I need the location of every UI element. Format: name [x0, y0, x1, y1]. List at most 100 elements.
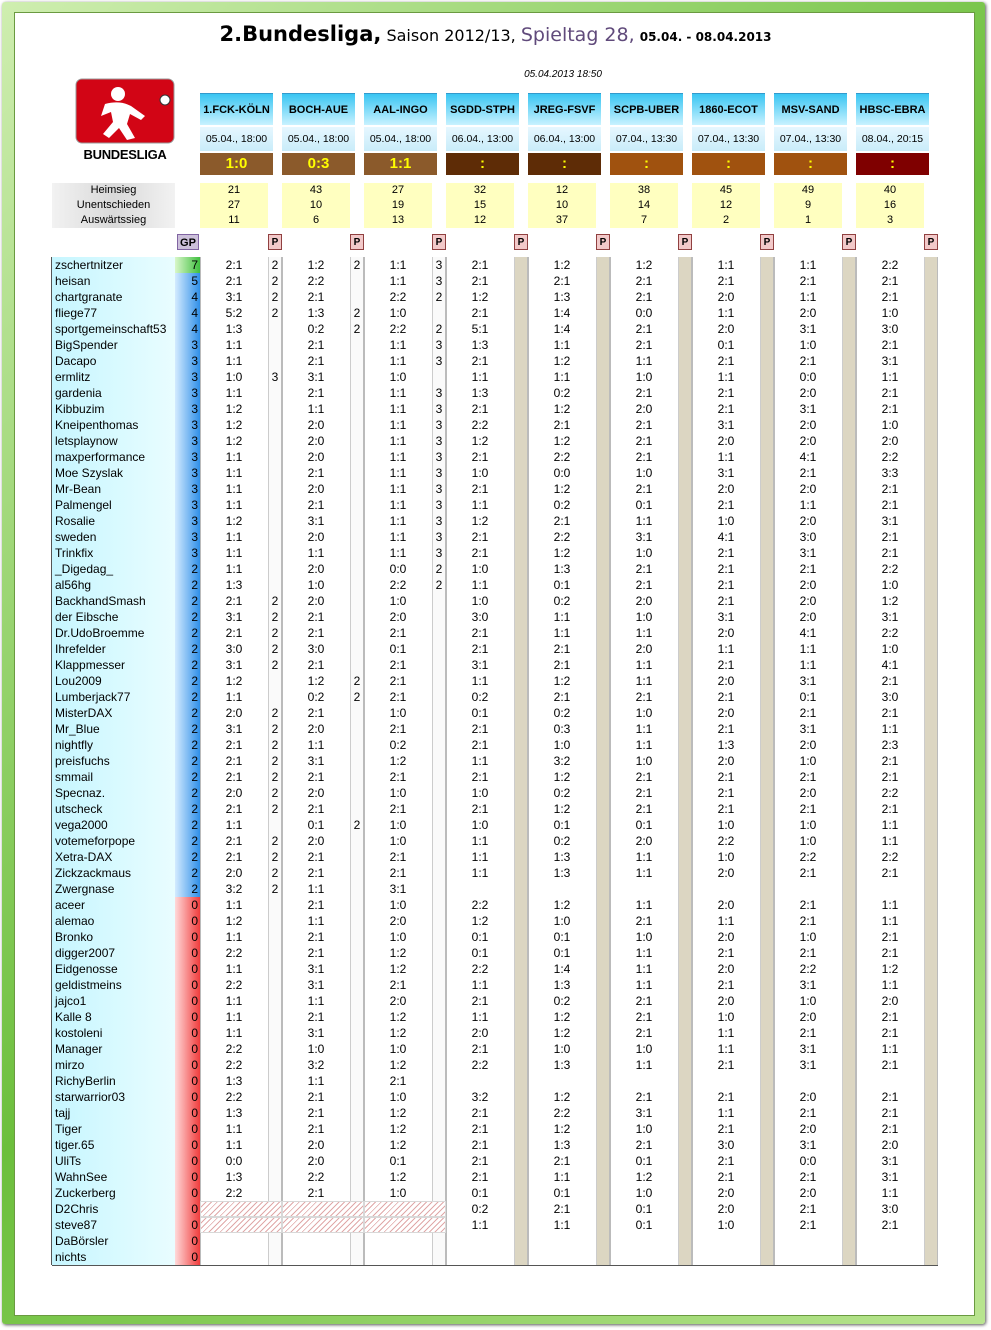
tip: 1:0	[389, 834, 407, 848]
tip: 3:0	[881, 322, 899, 336]
tip: 2:1	[225, 626, 243, 640]
stats-value: 10	[282, 198, 350, 213]
tip: 1:1	[471, 978, 489, 992]
tip: 1:1	[553, 610, 571, 624]
tip: 2:1	[307, 338, 325, 352]
tip: 1:0	[225, 370, 243, 384]
game-points: 0	[175, 1217, 200, 1233]
stats-value: 21	[200, 183, 268, 198]
tip: 2:1	[225, 770, 243, 784]
tip: 2:0	[307, 482, 325, 496]
tip: 1:2	[225, 514, 243, 528]
tip: 2:1	[717, 1122, 735, 1136]
tip: 2:1	[553, 1202, 571, 1216]
title: 2.Bundesliga,	[219, 22, 382, 46]
tip: 1:3	[717, 738, 735, 752]
tip: 2:1	[799, 1026, 817, 1040]
tip: 2:0	[307, 418, 325, 432]
tip: 1:0	[389, 898, 407, 912]
tip: 2:2	[225, 978, 243, 992]
tip: 1:1	[799, 498, 817, 512]
tip-points: 2	[435, 290, 443, 304]
tip: 1:2	[389, 1122, 407, 1136]
timestamp: 05.04.2013 18:50	[524, 69, 602, 80]
tip: 2:2	[881, 850, 899, 864]
tip-points: 2	[271, 658, 279, 672]
game-points: 0	[175, 1201, 200, 1217]
game-points: 0	[175, 1121, 200, 1137]
match-name: 1.FCK-KÖLN	[200, 93, 273, 125]
tip: 1:1	[881, 1186, 899, 1200]
game-points: 3	[175, 529, 200, 545]
tip: 2:1	[389, 866, 407, 880]
game-points: 2	[175, 705, 200, 721]
tip: 2:3	[881, 738, 899, 752]
tip: 2:0	[225, 706, 243, 720]
tip: 2:2	[471, 1058, 489, 1072]
tip: 1:1	[881, 914, 899, 928]
hatched-cell	[364, 1201, 446, 1217]
tip: 2:0	[307, 530, 325, 544]
tip: 1:1	[389, 386, 407, 400]
stats-value: 1	[774, 213, 842, 228]
tip: 1:2	[225, 914, 243, 928]
tip: 1:1	[307, 738, 325, 752]
tip-points: 3	[435, 498, 443, 512]
tip: 2:0	[799, 738, 817, 752]
tip: 2:1	[307, 1106, 325, 1120]
game-points: 0	[175, 929, 200, 945]
points-column	[760, 257, 774, 1265]
tip: 3:1	[799, 1058, 817, 1072]
game-points: 3	[175, 433, 200, 449]
tip: 0:1	[553, 818, 571, 832]
tip: 2:1	[881, 1026, 899, 1040]
tip: 2:2	[717, 834, 735, 848]
tip: 2:0	[799, 386, 817, 400]
tip: 1:0	[635, 1122, 653, 1136]
points-column	[514, 257, 528, 1265]
tip: 1:1	[799, 642, 817, 656]
tip: 2:1	[471, 994, 489, 1008]
tip: 2:0	[717, 290, 735, 304]
tip: 1:1	[389, 450, 407, 464]
tip: 1:2	[471, 914, 489, 928]
player-name: sweden	[52, 529, 175, 545]
tip: 1:3	[553, 290, 571, 304]
tip-points: 2	[271, 274, 279, 288]
tip: 2:1	[881, 802, 899, 816]
tip-points: 2	[353, 258, 361, 272]
tip: 1:1	[471, 370, 489, 384]
player-name: digger2007	[52, 945, 175, 961]
tip: 1:2	[225, 674, 243, 688]
tip: 1:2	[389, 1010, 407, 1024]
player-name: letsplaynow	[52, 433, 175, 449]
season: Saison 2012/13,	[386, 26, 516, 45]
tip: 2:1	[225, 274, 243, 288]
tip: 1:1	[881, 898, 899, 912]
stats-value: 19	[364, 198, 432, 213]
tip: 1:2	[635, 1170, 653, 1184]
tip: 2:1	[307, 1122, 325, 1136]
game-points: 0	[175, 1057, 200, 1073]
player-name: Eidgenosse	[52, 961, 175, 977]
player-name: Dr.UdoBroemme	[52, 625, 175, 641]
tip: 2:0	[799, 418, 817, 432]
tip: 3:1	[881, 610, 899, 624]
tip: 2:1	[471, 354, 489, 368]
tip: 1:1	[307, 914, 325, 928]
tip: 3:1	[307, 978, 325, 992]
tip: 3:1	[799, 546, 817, 560]
tip: 1:1	[225, 450, 243, 464]
tip: 1:0	[471, 594, 489, 608]
tip: 2:1	[635, 450, 653, 464]
game-points: 7	[175, 257, 200, 273]
tip: 1:1	[471, 850, 489, 864]
tip: 1:0	[799, 930, 817, 944]
tip: 2:1	[799, 274, 817, 288]
p-label: P	[268, 234, 282, 250]
tip: 1:1	[225, 962, 243, 976]
tip: 2:1	[307, 466, 325, 480]
tip: 2:0	[307, 434, 325, 448]
tip: 1:2	[389, 962, 407, 976]
tip: 2:1	[307, 354, 325, 368]
